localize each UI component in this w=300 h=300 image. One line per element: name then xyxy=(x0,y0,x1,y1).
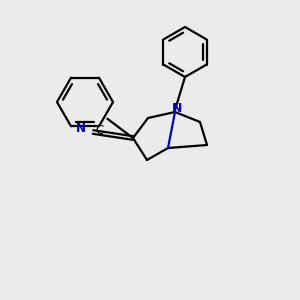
Text: N: N xyxy=(172,103,182,116)
Text: N: N xyxy=(76,122,86,136)
Text: C: C xyxy=(95,124,103,137)
